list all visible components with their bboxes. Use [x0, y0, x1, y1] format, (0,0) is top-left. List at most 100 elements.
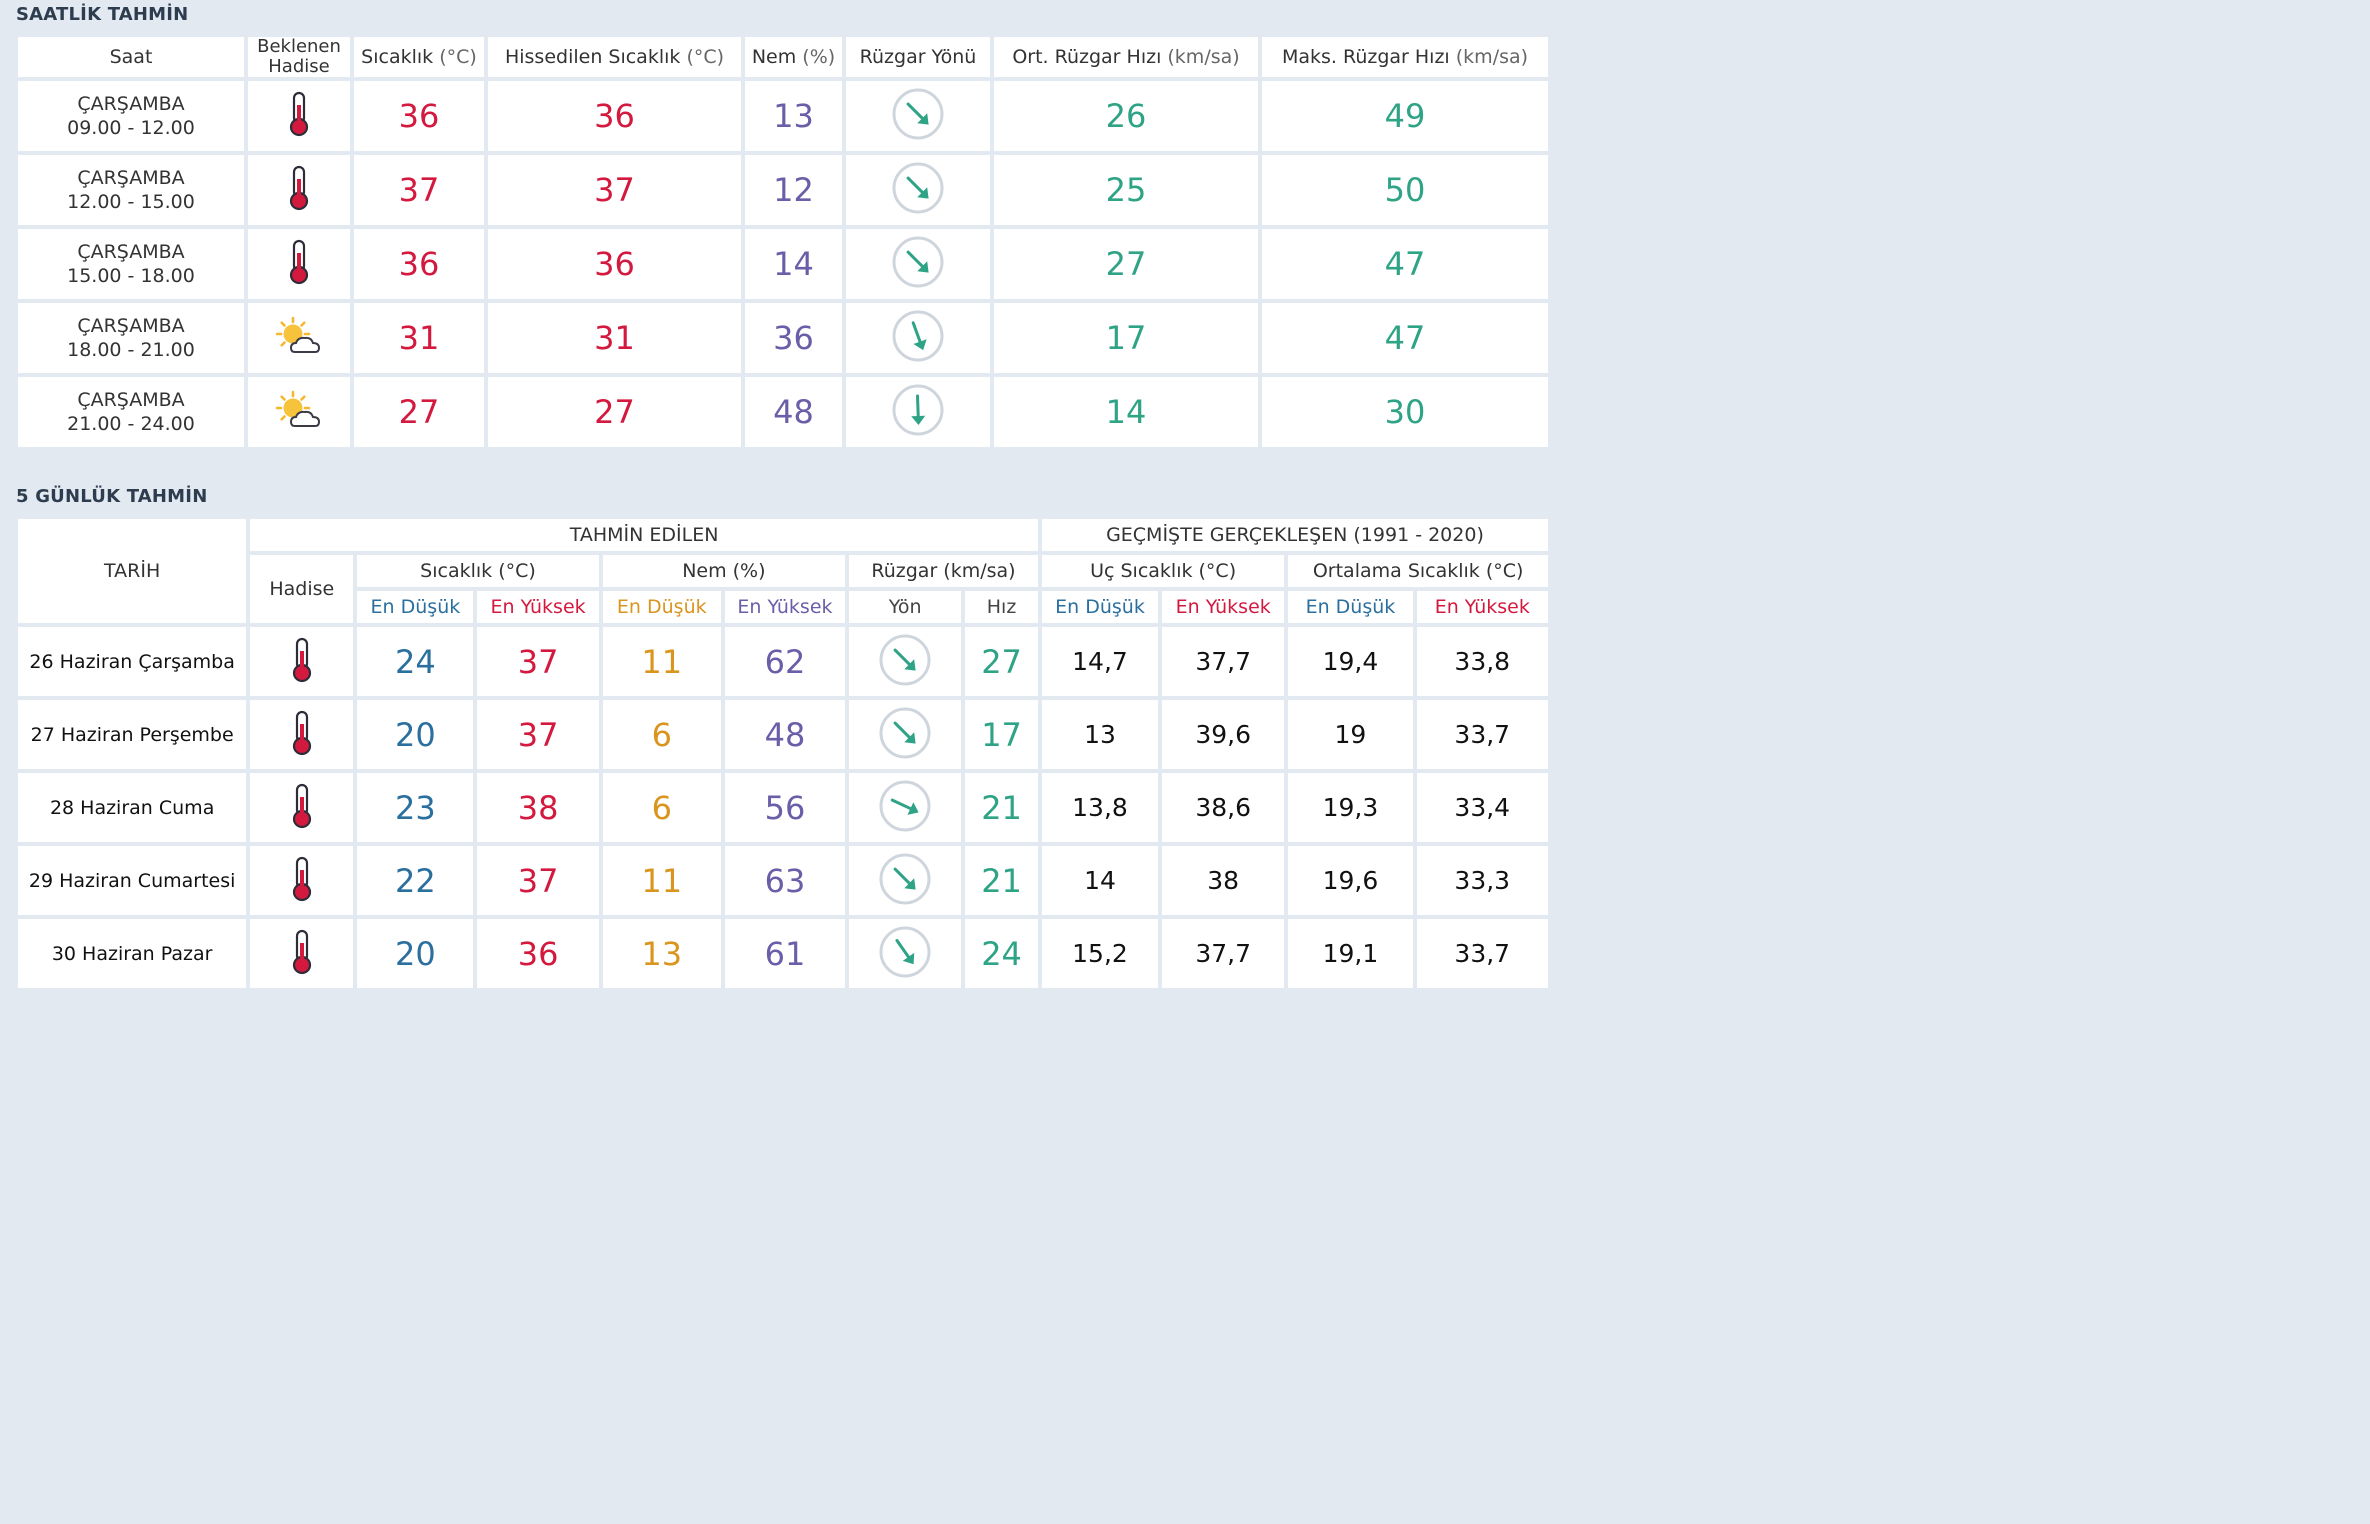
header-daily-sicaklik: Sıcaklık (°C): [357, 555, 599, 587]
hourly-wind-direction-cell: [846, 303, 990, 373]
hourly-avg-wind: 14: [994, 377, 1258, 447]
hourly-max-wind: 47: [1262, 303, 1548, 373]
header-tarih: TARİH: [18, 519, 247, 623]
header-maks-unit: (km/sa): [1455, 46, 1529, 68]
hourly-section-title: SAATLİK TAHMİN: [16, 4, 189, 25]
hourly-time-range: 18.00 - 21.00: [67, 339, 195, 361]
hourly-avg-wind: 17: [994, 303, 1258, 373]
hourly-wind-direction-cell: [846, 377, 990, 447]
hourly-row: ÇARŞAMBA 15.00 - 18.00 36 36 14 27 47: [18, 229, 1548, 299]
hourly-row: ÇARŞAMBA 18.00 - 21.00 31 31 36 17 47: [18, 303, 1548, 373]
wind-direction-icon: [878, 779, 932, 837]
daily-section-title: 5 GÜNLÜK TAHMİN: [16, 486, 208, 507]
hourly-time-cell: ÇARŞAMBA 09.00 - 12.00: [18, 81, 244, 151]
header-hadise-line1: Beklenen: [257, 37, 341, 57]
hourly-day: ÇARŞAMBA: [77, 167, 185, 189]
hourly-feels-like: 31: [488, 303, 741, 373]
daily-date: 28 Haziran Cuma: [18, 773, 247, 842]
daily-humidity-max: 56: [724, 773, 846, 842]
daily-hadise-cell: [250, 700, 354, 769]
daily-average-min: 19,4: [1288, 627, 1413, 696]
header-daily-ruzgar-label: Rüzgar (km/sa): [871, 560, 1016, 582]
hourly-humidity: 13: [745, 81, 842, 151]
header-tahmin-label: TAHMİN EDİLEN: [569, 524, 719, 546]
header-saat: Saat: [18, 37, 244, 77]
daily-hadise-cell: [250, 919, 354, 988]
header-ortalama-sicaklik: Ortalama Sıcaklık (°C): [1288, 555, 1548, 587]
hourly-feels-like: 36: [488, 229, 741, 299]
daily-temp-max: 36: [477, 919, 599, 988]
header-uc-en-yuksek: En Yüksek: [1162, 591, 1285, 623]
daily-minmax-row: En Düşük En Yüksek En Düşük En Yüksek Yö…: [18, 591, 1548, 623]
wind-direction-icon: [891, 383, 945, 441]
hourly-day: ÇARŞAMBA: [77, 241, 185, 263]
hourly-humidity: 36: [745, 303, 842, 373]
daily-extreme-max: 39,6: [1162, 700, 1285, 769]
daily-row: 27 Haziran Perşembe 20 37 6 48 17 13 39,6 19 33,7: [18, 700, 1548, 769]
hourly-row: ÇARŞAMBA 09.00 - 12.00 36 36 13 26 49: [18, 81, 1548, 151]
thermometer-icon: [289, 929, 315, 979]
daily-row: 29 Haziran Cumartesi 22 37 11 63 21 14 38 19,6 33…: [18, 846, 1548, 915]
thermometer-icon: [286, 165, 312, 215]
header-daily-nem-label: Nem (%): [682, 560, 766, 582]
daily-humidity-max: 48: [724, 700, 846, 769]
wind-direction-icon: [891, 235, 945, 293]
header-daily-nem: Nem (%): [602, 555, 846, 587]
daily-row: 26 Haziran Çarşamba 24 37 11 62 27 14,7 37,7 19,…: [18, 627, 1548, 696]
hourly-time-cell: ÇARŞAMBA 12.00 - 15.00: [18, 155, 244, 225]
daily-wind-direction-cell: [849, 846, 962, 915]
header-daily-sicaklik-label: Sıcaklık (°C): [420, 560, 536, 582]
daily-humidity-min: 6: [602, 700, 721, 769]
daily-extreme-min: 15,2: [1041, 919, 1159, 988]
thermometer-icon: [289, 710, 315, 760]
partly-cloudy-icon: [273, 388, 325, 436]
daily-hadise-cell: [250, 846, 354, 915]
daily-wind-direction-cell: [849, 773, 962, 842]
daily-extreme-min: 13,8: [1041, 773, 1159, 842]
daily-row: 28 Haziran Cuma 23 38 6 56 21 13,8 38,6 19,3 33,4: [18, 773, 1548, 842]
daily-hadise-cell: [250, 773, 354, 842]
daily-average-max: 33,3: [1416, 846, 1548, 915]
hourly-time-cell: ÇARŞAMBA 18.00 - 21.00: [18, 303, 244, 373]
daily-hadise-cell: [250, 627, 354, 696]
hourly-temp: 36: [354, 229, 484, 299]
header-gecmis: GEÇMİŞTE GERÇEKLEŞEN (1991 - 2020): [1041, 519, 1548, 551]
hourly-max-wind: 50: [1262, 155, 1548, 225]
wind-direction-icon: [891, 87, 945, 145]
hourly-wind-direction-cell: [846, 155, 990, 225]
hourly-max-wind: 30: [1262, 377, 1548, 447]
header-nem-unit: (%): [802, 46, 836, 68]
hourly-humidity: 12: [745, 155, 842, 225]
daily-wind-direction-cell: [849, 919, 962, 988]
hourly-temp: 27: [354, 377, 484, 447]
wind-direction-icon: [878, 925, 932, 983]
hourly-wind-direction-cell: [846, 229, 990, 299]
wind-direction-icon: [891, 161, 945, 219]
hourly-avg-wind: 25: [994, 155, 1258, 225]
header-daily-ruzgar: Rüzgar (km/sa): [849, 555, 1038, 587]
hourly-temp: 31: [354, 303, 484, 373]
header-ort-ruzgar: Ort. Rüzgar Hızı (km/sa): [994, 37, 1258, 77]
daily-forecast-table: TARİH TAHMİN EDİLEN GEÇMİŞTE GERÇEKLEŞEN…: [14, 515, 1552, 992]
header-ort-unit: (km/sa): [1167, 46, 1240, 68]
daily-temp-max: 37: [477, 846, 599, 915]
hourly-feels-like: 36: [488, 81, 741, 151]
hourly-row: ÇARŞAMBA 12.00 - 15.00 37 37 12 25 50: [18, 155, 1548, 225]
daily-temp-min: 20: [357, 700, 474, 769]
hourly-max-wind: 47: [1262, 229, 1548, 299]
wind-direction-icon: [878, 633, 932, 691]
daily-extreme-max: 38: [1162, 846, 1285, 915]
hourly-temp: 36: [354, 81, 484, 151]
hourly-hadise-cell: [248, 303, 350, 373]
header-sicaklik-label: Sıcaklık: [361, 46, 434, 68]
hourly-header-row: Saat Beklenen Hadise Sıcaklık (°C) Hisse…: [18, 37, 1548, 77]
header-hadise-line2: Hadise: [268, 56, 330, 77]
daily-temp-min: 24: [357, 627, 474, 696]
hourly-hadise-cell: [248, 229, 350, 299]
daily-extreme-min: 13: [1041, 700, 1159, 769]
header-sicaklik-en-yuksek: En Yüksek: [477, 591, 599, 623]
daily-subheader-row: Hadise Sıcaklık (°C) Nem (%) Rüzgar (km/…: [18, 555, 1548, 623]
hourly-hadise-cell: [248, 155, 350, 225]
header-hadise: Hadise: [250, 555, 354, 623]
daily-row: 30 Haziran Pazar 20 36 13 61 24 15,2 37,7 19,1 33…: [18, 919, 1548, 988]
